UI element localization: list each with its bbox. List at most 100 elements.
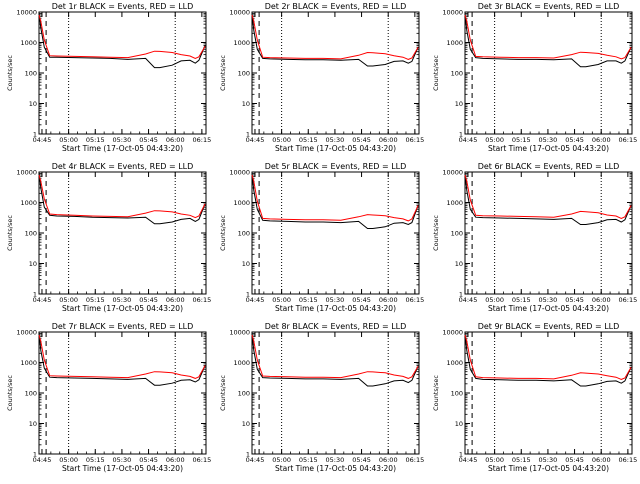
plot-frame bbox=[464, 331, 633, 455]
panel-title: Det 5r BLACK = Events, RED = LLD bbox=[265, 162, 407, 171]
detector-panel-7: 1 10 100 1000 10000 04:45 05:00 05:15 05:30 05:45… bbox=[6, 322, 211, 473]
x-tick-label: 06:00 bbox=[379, 456, 398, 464]
y-tick-label: 100 bbox=[238, 390, 250, 398]
x-tick-label: 05:00 bbox=[59, 136, 78, 144]
lld-line bbox=[251, 14, 419, 60]
x-tick-label: 06:00 bbox=[592, 296, 611, 304]
events-line bbox=[38, 11, 206, 69]
x-axis-label: Start Time (17-Oct-05 04:43:20) bbox=[62, 144, 183, 153]
x-tick-label: 06:15 bbox=[192, 296, 211, 304]
x-tick-label: 05:45 bbox=[139, 456, 158, 464]
y-tick-label: 10 bbox=[29, 260, 37, 268]
y-tick-label: 100 bbox=[451, 230, 463, 238]
x-tick-label: 05:30 bbox=[326, 296, 345, 304]
x-tick-label: 06:00 bbox=[379, 296, 398, 304]
y-axis-label: Counts/sec bbox=[219, 55, 227, 91]
x-tick-label: 06:00 bbox=[166, 136, 185, 144]
x-tick-label: 06:15 bbox=[192, 136, 211, 144]
y-tick-label: 1000 bbox=[20, 39, 37, 47]
lld-line bbox=[38, 334, 206, 379]
y-tick-label: 10000 bbox=[229, 329, 250, 337]
y-tick-label: 100 bbox=[238, 70, 250, 78]
x-tick-label: 05:30 bbox=[539, 456, 558, 464]
y-tick-label: 10000 bbox=[16, 329, 37, 337]
x-tick-label: 05:45 bbox=[139, 296, 158, 304]
events-line bbox=[464, 13, 632, 68]
plot-frame bbox=[251, 11, 420, 135]
lld-line bbox=[464, 334, 632, 380]
lld-line bbox=[251, 334, 419, 379]
x-axis-label: Start Time (17-Oct-05 04:43:20) bbox=[62, 304, 183, 313]
detector-panel-2: 1 10 100 1000 10000 04:45 05:00 05:15 05:30 05:45… bbox=[219, 2, 424, 153]
events-line bbox=[464, 173, 632, 225]
panel-title: Det 2r BLACK = Events, RED = LLD bbox=[265, 2, 407, 11]
x-tick-label: 04:45 bbox=[246, 296, 265, 304]
x-tick-label: 05:30 bbox=[113, 296, 132, 304]
y-tick-label: 1000 bbox=[446, 199, 463, 207]
detector-panel-5: 1 10 100 1000 10000 04:45 05:00 05:15 05:30 05:45… bbox=[219, 162, 424, 313]
y-tick-label: 1 bbox=[246, 451, 250, 459]
x-tick-label: 05:15 bbox=[512, 296, 531, 304]
plot-frame bbox=[464, 171, 633, 295]
y-tick-label: 10000 bbox=[16, 169, 37, 177]
x-axis-label: Start Time (17-Oct-05 04:43:20) bbox=[488, 464, 609, 473]
lld-line bbox=[38, 174, 206, 219]
y-tick-label: 10 bbox=[455, 100, 463, 108]
lld-line bbox=[464, 14, 632, 60]
panel-title: Det 3r BLACK = Events, RED = LLD bbox=[478, 2, 620, 11]
y-tick-label: 10 bbox=[455, 420, 463, 428]
x-tick-label: 05:30 bbox=[326, 456, 345, 464]
y-tick-label: 1000 bbox=[233, 359, 250, 367]
x-tick-label: 06:15 bbox=[618, 136, 637, 144]
x-tick-label: 04:45 bbox=[459, 136, 478, 144]
events-line bbox=[251, 333, 419, 387]
x-tick-label: 05:45 bbox=[565, 136, 584, 144]
lld-line bbox=[464, 174, 632, 219]
events-line bbox=[38, 171, 206, 225]
x-tick-label: 05:30 bbox=[113, 136, 132, 144]
x-tick-label: 05:30 bbox=[539, 296, 558, 304]
y-tick-label: 10 bbox=[242, 100, 250, 108]
y-tick-label: 100 bbox=[451, 70, 463, 78]
x-tick-label: 06:00 bbox=[592, 136, 611, 144]
y-tick-label: 10 bbox=[242, 420, 250, 428]
y-tick-label: 1000 bbox=[233, 199, 250, 207]
panel-title: Det 9r BLACK = Events, RED = LLD bbox=[478, 322, 620, 331]
events-line bbox=[38, 331, 206, 386]
x-tick-label: 05:30 bbox=[113, 456, 132, 464]
x-tick-label: 05:00 bbox=[272, 456, 291, 464]
x-tick-label: 06:15 bbox=[405, 136, 424, 144]
x-tick-label: 06:00 bbox=[379, 136, 398, 144]
y-tick-label: 1 bbox=[459, 291, 463, 299]
x-axis-label: Start Time (17-Oct-05 04:43:20) bbox=[275, 304, 396, 313]
detector-panel-1: 1 10 100 1000 10000 04:45 05:00 05:15 05:30 05:45… bbox=[6, 2, 211, 153]
x-tick-label: 05:00 bbox=[485, 456, 504, 464]
x-tick-label: 05:45 bbox=[139, 136, 158, 144]
x-tick-label: 06:15 bbox=[405, 296, 424, 304]
x-tick-label: 05:45 bbox=[565, 296, 584, 304]
y-tick-label: 10000 bbox=[442, 329, 463, 337]
y-tick-label: 100 bbox=[451, 390, 463, 398]
plot-frame bbox=[464, 11, 633, 135]
panel-title: Det 8r BLACK = Events, RED = LLD bbox=[265, 322, 407, 331]
y-tick-label: 1 bbox=[459, 451, 463, 459]
y-tick-label: 10000 bbox=[229, 169, 250, 177]
x-tick-label: 05:30 bbox=[326, 136, 345, 144]
detector-panel-8: 1 10 100 1000 10000 04:45 05:00 05:15 05:30 05:45… bbox=[219, 322, 424, 473]
y-axis-label: Counts/sec bbox=[219, 215, 227, 251]
events-line bbox=[251, 173, 419, 229]
x-tick-label: 05:00 bbox=[59, 456, 78, 464]
x-tick-label: 05:45 bbox=[565, 456, 584, 464]
x-tick-label: 05:30 bbox=[539, 136, 558, 144]
x-tick-label: 06:15 bbox=[405, 456, 424, 464]
plot-frame bbox=[38, 171, 207, 295]
y-tick-label: 10000 bbox=[442, 9, 463, 17]
y-tick-label: 10 bbox=[455, 260, 463, 268]
x-tick-label: 06:15 bbox=[192, 456, 211, 464]
x-tick-label: 05:00 bbox=[272, 296, 291, 304]
y-tick-label: 1000 bbox=[20, 199, 37, 207]
panel-title: Det 1r BLACK = Events, RED = LLD bbox=[52, 2, 194, 11]
lld-line bbox=[251, 174, 419, 222]
y-tick-label: 1000 bbox=[446, 359, 463, 367]
panel-title: Det 7r BLACK = Events, RED = LLD bbox=[52, 322, 194, 331]
